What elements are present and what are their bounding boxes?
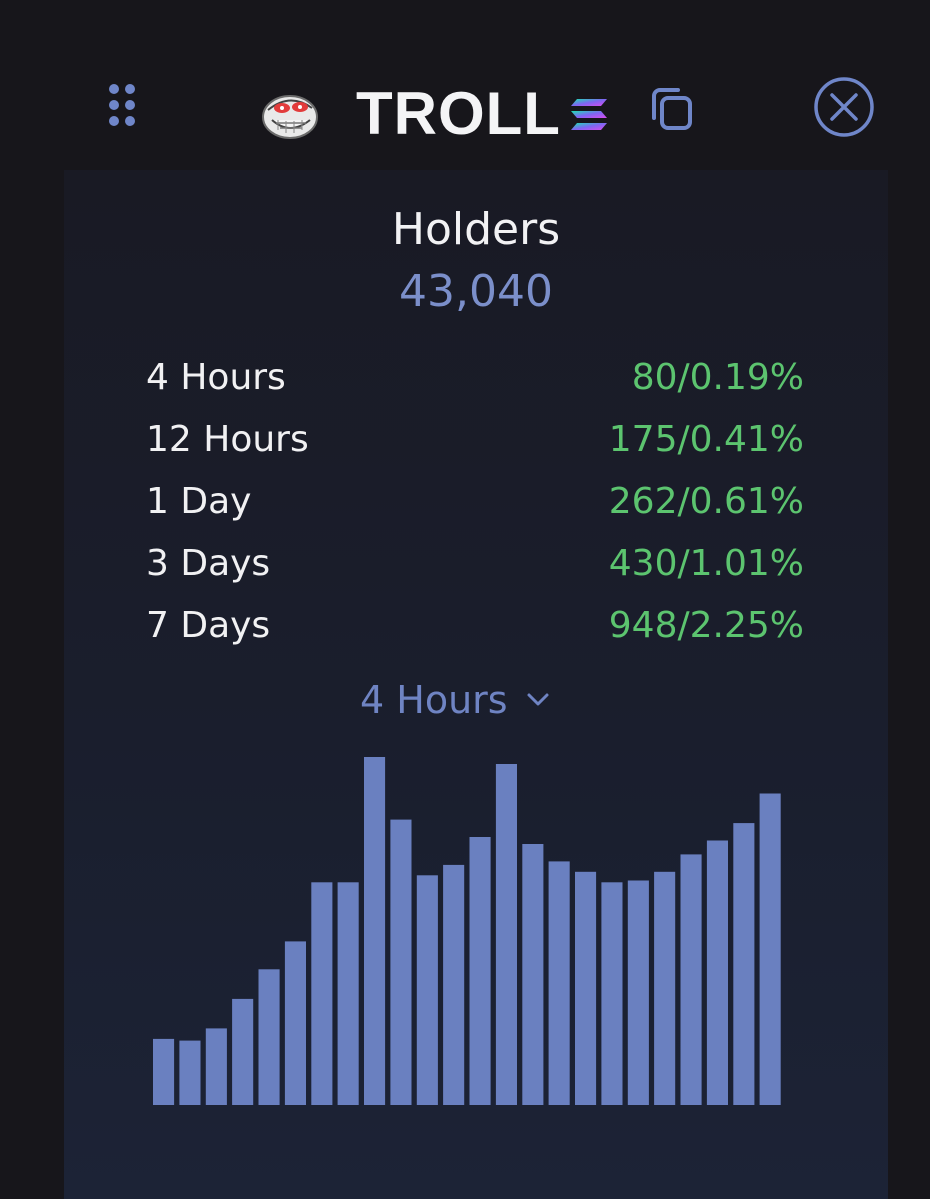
holders-title: Holders [391,204,561,255]
stat-label: 7 Days [146,605,271,646]
stat-row-12-hours: 12 Hours 175/0.41% [146,412,804,474]
period-selected-label: 4 Hours [360,678,508,722]
stat-row-1-day: 1 Day 262/0.61% [146,474,804,536]
chevron-down-icon [527,693,549,706]
stat-value: 262/0.61% [608,481,804,522]
close-icon[interactable] [812,75,876,139]
stat-label: 4 Hours [146,357,286,398]
stat-value: 175/0.41% [608,419,804,460]
copy-icon[interactable] [646,84,698,136]
stat-value: 948/2.25% [608,605,804,646]
widget-header: TROLL [0,0,930,170]
holder-change-stats: 4 Hours 80/0.19% 12 Hours 175/0.41% 1 Da… [146,350,804,660]
token-symbol: TROLL [356,80,561,147]
solana-icon [571,99,607,130]
stat-label: 3 Days [146,543,271,584]
stat-value: 80/0.19% [631,357,804,398]
troll-face-icon [262,95,318,139]
stat-row-4-hours: 4 Hours 80/0.19% [146,350,804,412]
stat-value: 430/1.01% [608,543,804,584]
drag-handle-icon[interactable] [107,84,137,130]
period-dropdown[interactable]: 4 Hours [360,672,550,728]
stat-row-3-days: 3 Days 430/1.01% [146,536,804,598]
stat-label: 1 Day [146,481,252,522]
stat-row-7-days: 7 Days 948/2.25% [146,598,804,660]
holders-count: 43,040 [399,266,553,317]
stat-label: 12 Hours [146,419,309,460]
